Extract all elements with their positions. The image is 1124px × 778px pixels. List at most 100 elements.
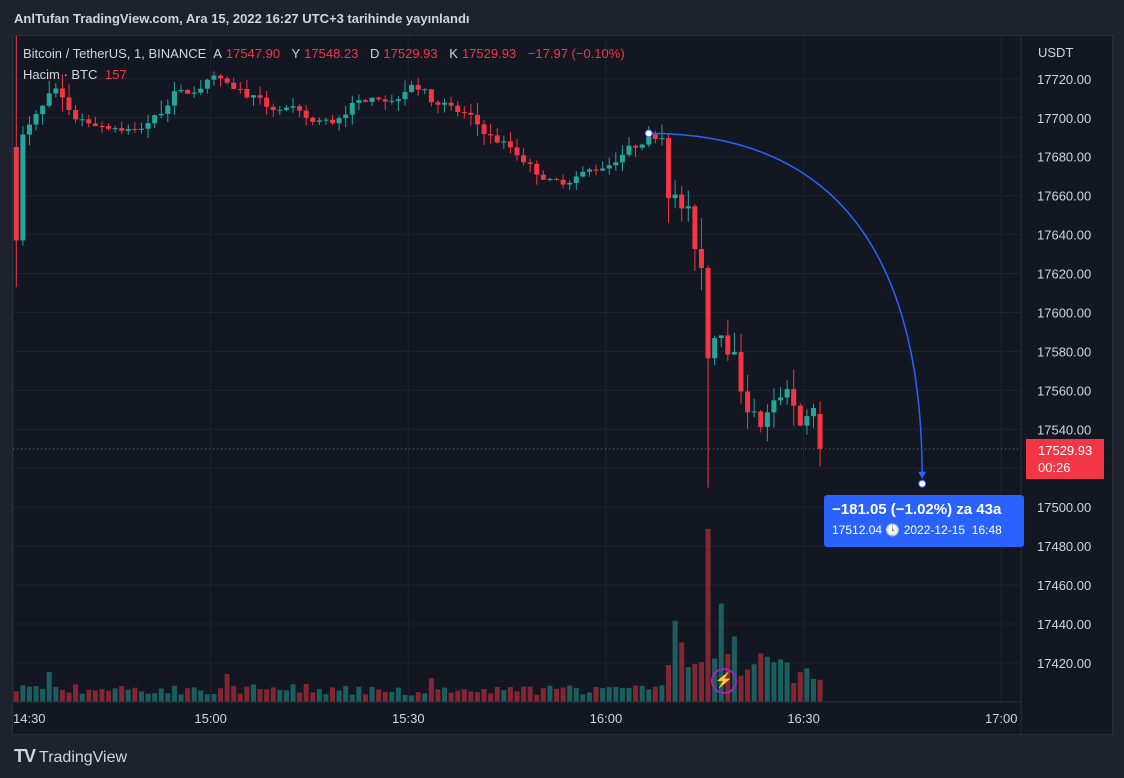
candle-body — [804, 416, 810, 426]
volume-bar — [145, 693, 151, 702]
volume-bar — [455, 690, 461, 702]
candle-body — [778, 397, 784, 401]
candle-body — [106, 126, 112, 129]
time-axis: 14:30 15:00 15:30 16:00 16:30 17:00 — [13, 701, 1021, 726]
volume-bar — [745, 669, 751, 702]
candle-body — [745, 391, 751, 413]
candle-body — [171, 91, 177, 106]
volume-bar — [817, 679, 823, 702]
volume-bar — [349, 694, 355, 702]
candle-body — [395, 99, 401, 101]
candle-body — [349, 102, 355, 115]
candle-body — [165, 105, 171, 114]
footer-brand: TradingView — [39, 749, 128, 766]
volume-bar — [672, 620, 678, 702]
volume-bar — [488, 693, 494, 702]
candle-body — [698, 249, 704, 269]
volume-bar — [804, 668, 810, 702]
volume-bar — [40, 688, 46, 702]
volume-bar — [791, 682, 797, 702]
candle-body — [461, 112, 467, 114]
candle-body — [79, 119, 85, 121]
candle-body — [731, 352, 737, 355]
volume-bar — [619, 687, 625, 702]
volume-bar — [389, 692, 395, 702]
volume-bar — [53, 687, 59, 702]
volume-bar — [540, 688, 546, 702]
close-value: 17529.93 — [461, 46, 517, 61]
volume-bar — [474, 692, 480, 702]
volume-bar — [244, 686, 250, 702]
candle-body — [534, 163, 540, 175]
candle-body — [73, 109, 79, 120]
publish-header: AnlTufan TradingView.com, Ara 15, 2022 1… — [14, 11, 470, 26]
candle-body — [725, 335, 731, 355]
volume-bar — [165, 693, 171, 702]
volume-bar — [646, 689, 652, 702]
volume-legend: Hacim · BTC 157 — [23, 67, 131, 82]
candle-body — [283, 107, 289, 110]
candle-body — [264, 97, 270, 107]
volume-bar — [448, 692, 454, 702]
volume-bar — [86, 689, 92, 702]
candle-body — [580, 171, 586, 177]
volume-bar — [751, 664, 757, 702]
symbol-label[interactable]: Bitcoin / TetherUS, 1, BINANCE — [23, 46, 207, 61]
volume-bar — [185, 688, 191, 702]
volume-bar — [586, 692, 592, 702]
lightning-icon[interactable]: ⚡ — [711, 668, 737, 694]
volume-bar — [442, 687, 448, 702]
grid-lines — [13, 36, 1021, 702]
tradingview-logo[interactable]: TV TradingView — [14, 746, 127, 767]
candle-body — [758, 411, 764, 427]
volume-bar — [250, 684, 256, 702]
volume-bar — [46, 672, 52, 702]
candle-body — [356, 100, 362, 103]
volume-bar — [33, 686, 39, 702]
candle-body — [218, 75, 224, 79]
candle-body — [672, 194, 678, 199]
candle-body — [277, 109, 283, 111]
candle-body — [86, 119, 92, 124]
candle-body — [712, 338, 718, 359]
volume-bar — [204, 694, 210, 702]
volume-bar — [784, 662, 790, 702]
currency-label[interactable]: USDT — [1038, 45, 1074, 60]
candle-body — [270, 106, 276, 111]
volume-bar — [573, 688, 579, 702]
volume-bar — [231, 685, 237, 702]
volume-bar — [514, 691, 520, 702]
candle-body — [211, 75, 217, 80]
price-chart[interactable]: 17720.00 17700.00 17680.00 17660.00 17640.00… — [13, 36, 1112, 734]
candle-body — [152, 115, 158, 124]
volume-bar — [125, 689, 131, 702]
volume-bar — [778, 659, 784, 702]
change-value: −17.97 (−0.10%) — [527, 46, 625, 61]
last-price-tag: 17529.93 00:26 — [1026, 439, 1104, 479]
price-tick-label: 17720.00 — [1037, 72, 1091, 87]
candle-body — [547, 178, 553, 180]
projection-label[interactable]: −181.05 (−1.02%) za 43a 17512.04 🕓 2022-… — [824, 495, 1024, 547]
volume-label[interactable]: Hacim · BTC — [23, 67, 98, 82]
volume-bar — [771, 662, 777, 702]
candle-body — [310, 117, 316, 122]
candle-body — [145, 123, 151, 129]
candle-body — [231, 82, 237, 89]
volume-bar — [685, 667, 691, 702]
volume-bar — [218, 688, 224, 702]
volume-bar — [13, 691, 19, 702]
volume-bar — [171, 685, 177, 702]
price-tick-label: 17660.00 — [1037, 189, 1091, 204]
candle-body — [415, 84, 421, 90]
candle-body — [330, 119, 336, 124]
volume-bar — [521, 686, 527, 702]
candle-body — [481, 124, 487, 135]
price-tick-label: 17440.00 — [1037, 617, 1091, 632]
candle-body — [290, 106, 296, 108]
chart-frame[interactable]: 17720.00 17700.00 17680.00 17660.00 17640.00… — [12, 35, 1113, 735]
candle-body — [369, 97, 375, 102]
candle-body — [204, 79, 210, 89]
volume-bar — [422, 693, 428, 702]
candle-body — [53, 88, 59, 94]
volume-bar — [343, 686, 349, 702]
